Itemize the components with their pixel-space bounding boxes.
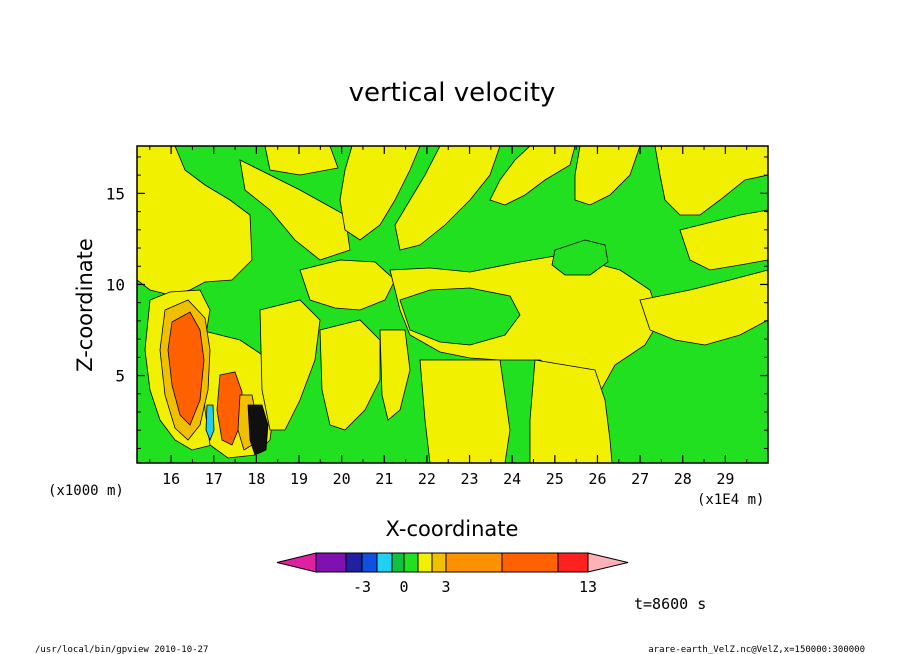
colorbar-segment xyxy=(361,552,378,573)
colorbar-extend-low xyxy=(276,552,317,573)
contour-region xyxy=(574,146,641,206)
x-tick-label: 18 xyxy=(247,470,265,488)
x-tick-label: 25 xyxy=(546,470,564,488)
colorbar-segment xyxy=(417,552,433,573)
colorbar-segment xyxy=(376,552,393,573)
contour-hole xyxy=(551,239,609,276)
plot-frame xyxy=(136,145,769,464)
x-tick-label: 24 xyxy=(503,470,521,488)
contour-region xyxy=(379,329,411,421)
contour-region xyxy=(216,371,243,446)
colorbar: -3 0 3 13 xyxy=(276,552,629,596)
contour-region xyxy=(489,146,576,206)
y-axis: 5 10 15 xyxy=(106,156,768,449)
x-tick-label: 22 xyxy=(418,470,436,488)
x-tick-label: 19 xyxy=(290,470,308,488)
colorbar-segment xyxy=(501,552,559,573)
colorbar-segment xyxy=(345,552,363,573)
colorbar-tick-label: 3 xyxy=(441,578,450,596)
x-tick-label: 28 xyxy=(674,470,692,488)
contour-region xyxy=(205,404,215,442)
contour-region xyxy=(394,146,501,251)
x-tick-label: 17 xyxy=(205,470,223,488)
contour-region xyxy=(239,159,351,261)
y-tick-label: 15 xyxy=(106,184,125,203)
x-tick-label: 27 xyxy=(631,470,649,488)
x-tick-label: 20 xyxy=(333,470,351,488)
contour-region xyxy=(264,146,339,176)
colorbar-segment xyxy=(403,552,419,573)
colorbar-segment xyxy=(445,552,503,573)
contour-region xyxy=(654,146,768,216)
contour-region xyxy=(639,269,768,346)
y-axis-label: Z-coordinate xyxy=(73,238,97,372)
x-tick-label: 29 xyxy=(716,470,734,488)
x-tick-label: 21 xyxy=(375,470,393,488)
colorbar-tick-label: 0 xyxy=(399,578,408,596)
plot-area xyxy=(137,146,768,463)
contour-region xyxy=(319,319,381,431)
contour-region xyxy=(259,299,321,431)
contour-region xyxy=(419,359,511,463)
time-label: t=8600 s xyxy=(634,595,706,613)
x-axis-label: X-coordinate xyxy=(386,517,519,541)
x-unit-label: (x1E4 m) xyxy=(697,492,764,508)
chart-title: vertical velocity xyxy=(349,78,556,108)
colorbar-tick-label: 13 xyxy=(579,578,597,596)
contour-region xyxy=(167,311,205,426)
contour-region xyxy=(137,146,253,296)
colorbar-segment xyxy=(557,552,589,573)
colorbar-segment xyxy=(315,552,347,573)
contour-region xyxy=(339,146,421,241)
footer-right: arare-earth_VelZ.nc@VelZ,x=150000:300000 xyxy=(648,645,865,654)
x-tick-label: 26 xyxy=(588,470,606,488)
contour-hole xyxy=(399,287,521,346)
colorbar-extend-high xyxy=(587,552,629,573)
colorbar-segment xyxy=(391,552,405,573)
y-tick-label: 5 xyxy=(115,367,125,386)
contour-region xyxy=(247,404,269,456)
footer-left: /usr/local/bin/gpview 2010-10-27 xyxy=(35,645,208,654)
y-tick-label: 10 xyxy=(106,275,125,294)
colorbar-segment xyxy=(431,552,447,573)
z-unit-label: (x1000 m) xyxy=(48,483,124,499)
x-tick-label: 16 xyxy=(162,470,180,488)
x-axis: 16 17 18 19 20 21 22 23 24 25 26 27 28 29 xyxy=(149,146,748,488)
contour-region xyxy=(529,359,613,463)
x-tick-label: 23 xyxy=(461,470,479,488)
contour-region xyxy=(299,259,396,311)
contour-fills xyxy=(137,146,768,463)
colorbar-tick-label: -3 xyxy=(353,578,371,596)
contour-region xyxy=(679,209,768,271)
